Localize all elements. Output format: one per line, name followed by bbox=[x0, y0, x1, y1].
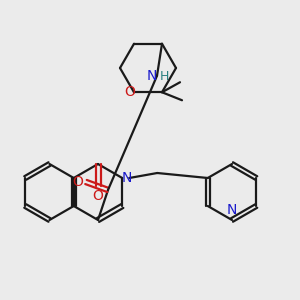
Text: O: O bbox=[93, 189, 104, 203]
Text: N: N bbox=[147, 69, 157, 83]
Text: N: N bbox=[122, 171, 132, 185]
Text: O: O bbox=[124, 85, 135, 99]
Text: H: H bbox=[159, 70, 169, 83]
Text: O: O bbox=[73, 175, 83, 189]
Text: N: N bbox=[227, 203, 237, 217]
